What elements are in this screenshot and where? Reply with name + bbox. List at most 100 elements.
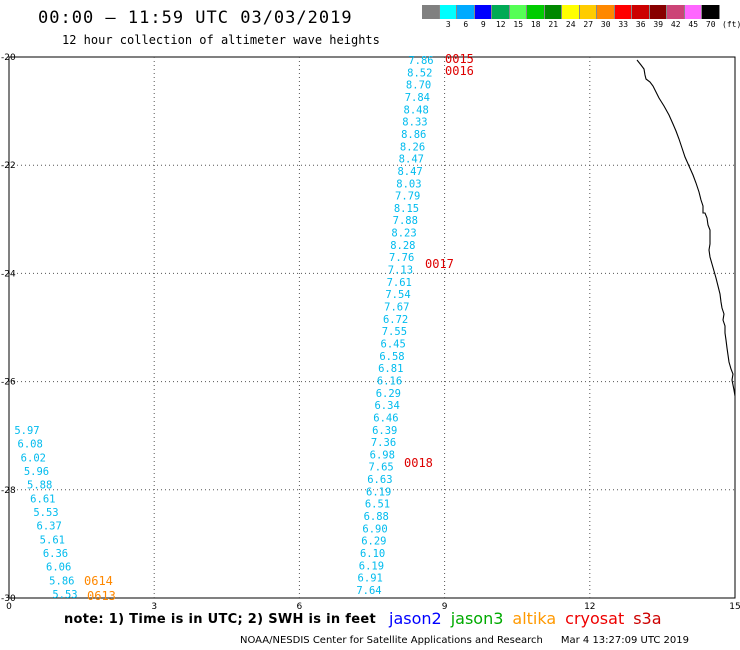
legend-swatch: [632, 5, 650, 19]
swh-value: 6.08: [18, 439, 43, 451]
swh-value: 7.61: [387, 277, 412, 289]
satellite-jason3: jason3: [450, 609, 504, 628]
swh-value: 7.86: [408, 55, 433, 67]
footer-note: note: 1) Time is in UTC; 2) SWH is in fe…: [64, 612, 376, 627]
legend-label: 3: [445, 20, 451, 29]
satellite-legend: jason2 jason3 altika cryosat s3a: [389, 609, 671, 628]
swh-value: 6.37: [37, 521, 62, 533]
legend-label: 9: [480, 20, 486, 29]
legend-swatch: [702, 5, 720, 19]
time-label: 0015: [445, 52, 474, 66]
legend-label: 6: [463, 20, 469, 29]
swh-value: 5.61: [40, 534, 65, 546]
legend-label: 39: [653, 20, 664, 29]
swh-value: 5.96: [24, 466, 49, 478]
swh-value: 7.67: [384, 302, 409, 314]
generation-timestamp: Mar 4 13:27:09 UTC 2019: [560, 635, 689, 646]
legend-swatch: [457, 5, 475, 19]
legend-label: 42: [670, 20, 681, 29]
swh-value: 8.15: [394, 203, 419, 215]
swh-value: 6.72: [383, 314, 408, 326]
swh-value: 5.53: [52, 589, 77, 601]
time-label: 0016: [445, 64, 474, 78]
legend-swatch: [562, 5, 580, 19]
legend-swatch: [509, 5, 527, 19]
swh-value: 8.47: [399, 154, 424, 166]
y-tick-label: -30: [1, 594, 16, 604]
legend-label: 30: [600, 20, 611, 29]
swh-value: 6.02: [21, 452, 46, 464]
x-tick-label: 0: [6, 602, 12, 612]
legend-label: 33: [618, 20, 629, 29]
y-tick-label: -20: [1, 53, 16, 63]
swh-value: 7.65: [368, 462, 393, 474]
swh-value: 6.51: [365, 499, 390, 511]
swh-value: 7.84: [405, 92, 430, 104]
map-frame: [8, 56, 736, 599]
legend-label: 36: [635, 20, 646, 29]
x-tick-label: 12: [584, 602, 595, 612]
x-tick-label: 15: [729, 602, 740, 612]
swh-value: 6.88: [364, 511, 389, 523]
x-tick-label: 6: [297, 602, 303, 612]
legend-swatch: [492, 5, 510, 19]
swh-value: 7.76: [389, 252, 414, 264]
legend-swatch: [579, 5, 597, 19]
swh-value: 5.88: [27, 480, 52, 492]
legend-swatches: [422, 5, 740, 19]
legend-label: 70: [705, 20, 716, 29]
swh-value: 8.28: [390, 240, 415, 252]
coastline: [636, 59, 736, 397]
swh-value: 5.53: [33, 507, 58, 519]
swh-value: 7.13: [388, 265, 413, 277]
swh-value: 6.16: [377, 375, 402, 387]
swh-value: 7.55: [382, 326, 407, 338]
swh-value: 6.34: [374, 400, 399, 412]
legend-swatch: [597, 5, 615, 19]
legend-label: 18: [530, 20, 541, 29]
swh-value: 7.54: [385, 289, 410, 301]
legend-swatch: [544, 5, 562, 19]
swh-value: 6.45: [381, 338, 406, 350]
swh-value: 8.48: [404, 104, 429, 116]
swh-value: 8.26: [400, 141, 425, 153]
swh-value: 6.06: [46, 562, 71, 574]
time-label: 0017: [425, 257, 454, 271]
swh-value: 7.88: [393, 215, 418, 227]
swh-value: 6.58: [379, 351, 404, 363]
x-tick-label: 3: [151, 602, 157, 612]
y-tick-label: -22: [1, 161, 16, 171]
legend-labels: (ft) 3 6 9 12 15 18 21 24 27 30 33 36 39 42 45 70: [422, 19, 740, 31]
swh-value: 6.63: [367, 474, 392, 486]
swh-value: 7.64: [356, 585, 381, 597]
swh-value: 7.79: [395, 191, 420, 203]
y-tick-label: -24: [1, 269, 16, 279]
legend-label: 12: [495, 20, 506, 29]
legend-swatch: [649, 5, 667, 19]
swh-value: 6.90: [362, 523, 387, 535]
swh-value: 6.98: [370, 449, 395, 461]
legend-unit: (ft): [722, 20, 740, 29]
legend-swatch: [527, 5, 545, 19]
legend-swatch: [474, 5, 492, 19]
legend-label: 45: [688, 20, 699, 29]
swh-value: 5.86: [49, 575, 74, 587]
swh-value: 7.36: [371, 437, 396, 449]
satellite-altika: altika: [512, 609, 557, 628]
swh-value: 8.70: [406, 80, 431, 92]
legend-swatch: [667, 5, 685, 19]
swh-value: 8.33: [402, 117, 427, 129]
satellite-jason2: jason2: [389, 609, 442, 628]
swh-value: 6.39: [372, 425, 397, 437]
legend-label: 21: [548, 20, 559, 29]
satellite-cryosat: cryosat: [565, 609, 625, 628]
swh-value: 8.03: [396, 178, 421, 190]
time-label: 0614: [84, 574, 113, 588]
swh-value: 6.10: [360, 548, 385, 560]
time-label: 0018: [404, 456, 433, 470]
legend-swatch: [422, 5, 440, 19]
swh-value: 6.61: [30, 493, 55, 505]
legend-swatch: [439, 5, 457, 19]
